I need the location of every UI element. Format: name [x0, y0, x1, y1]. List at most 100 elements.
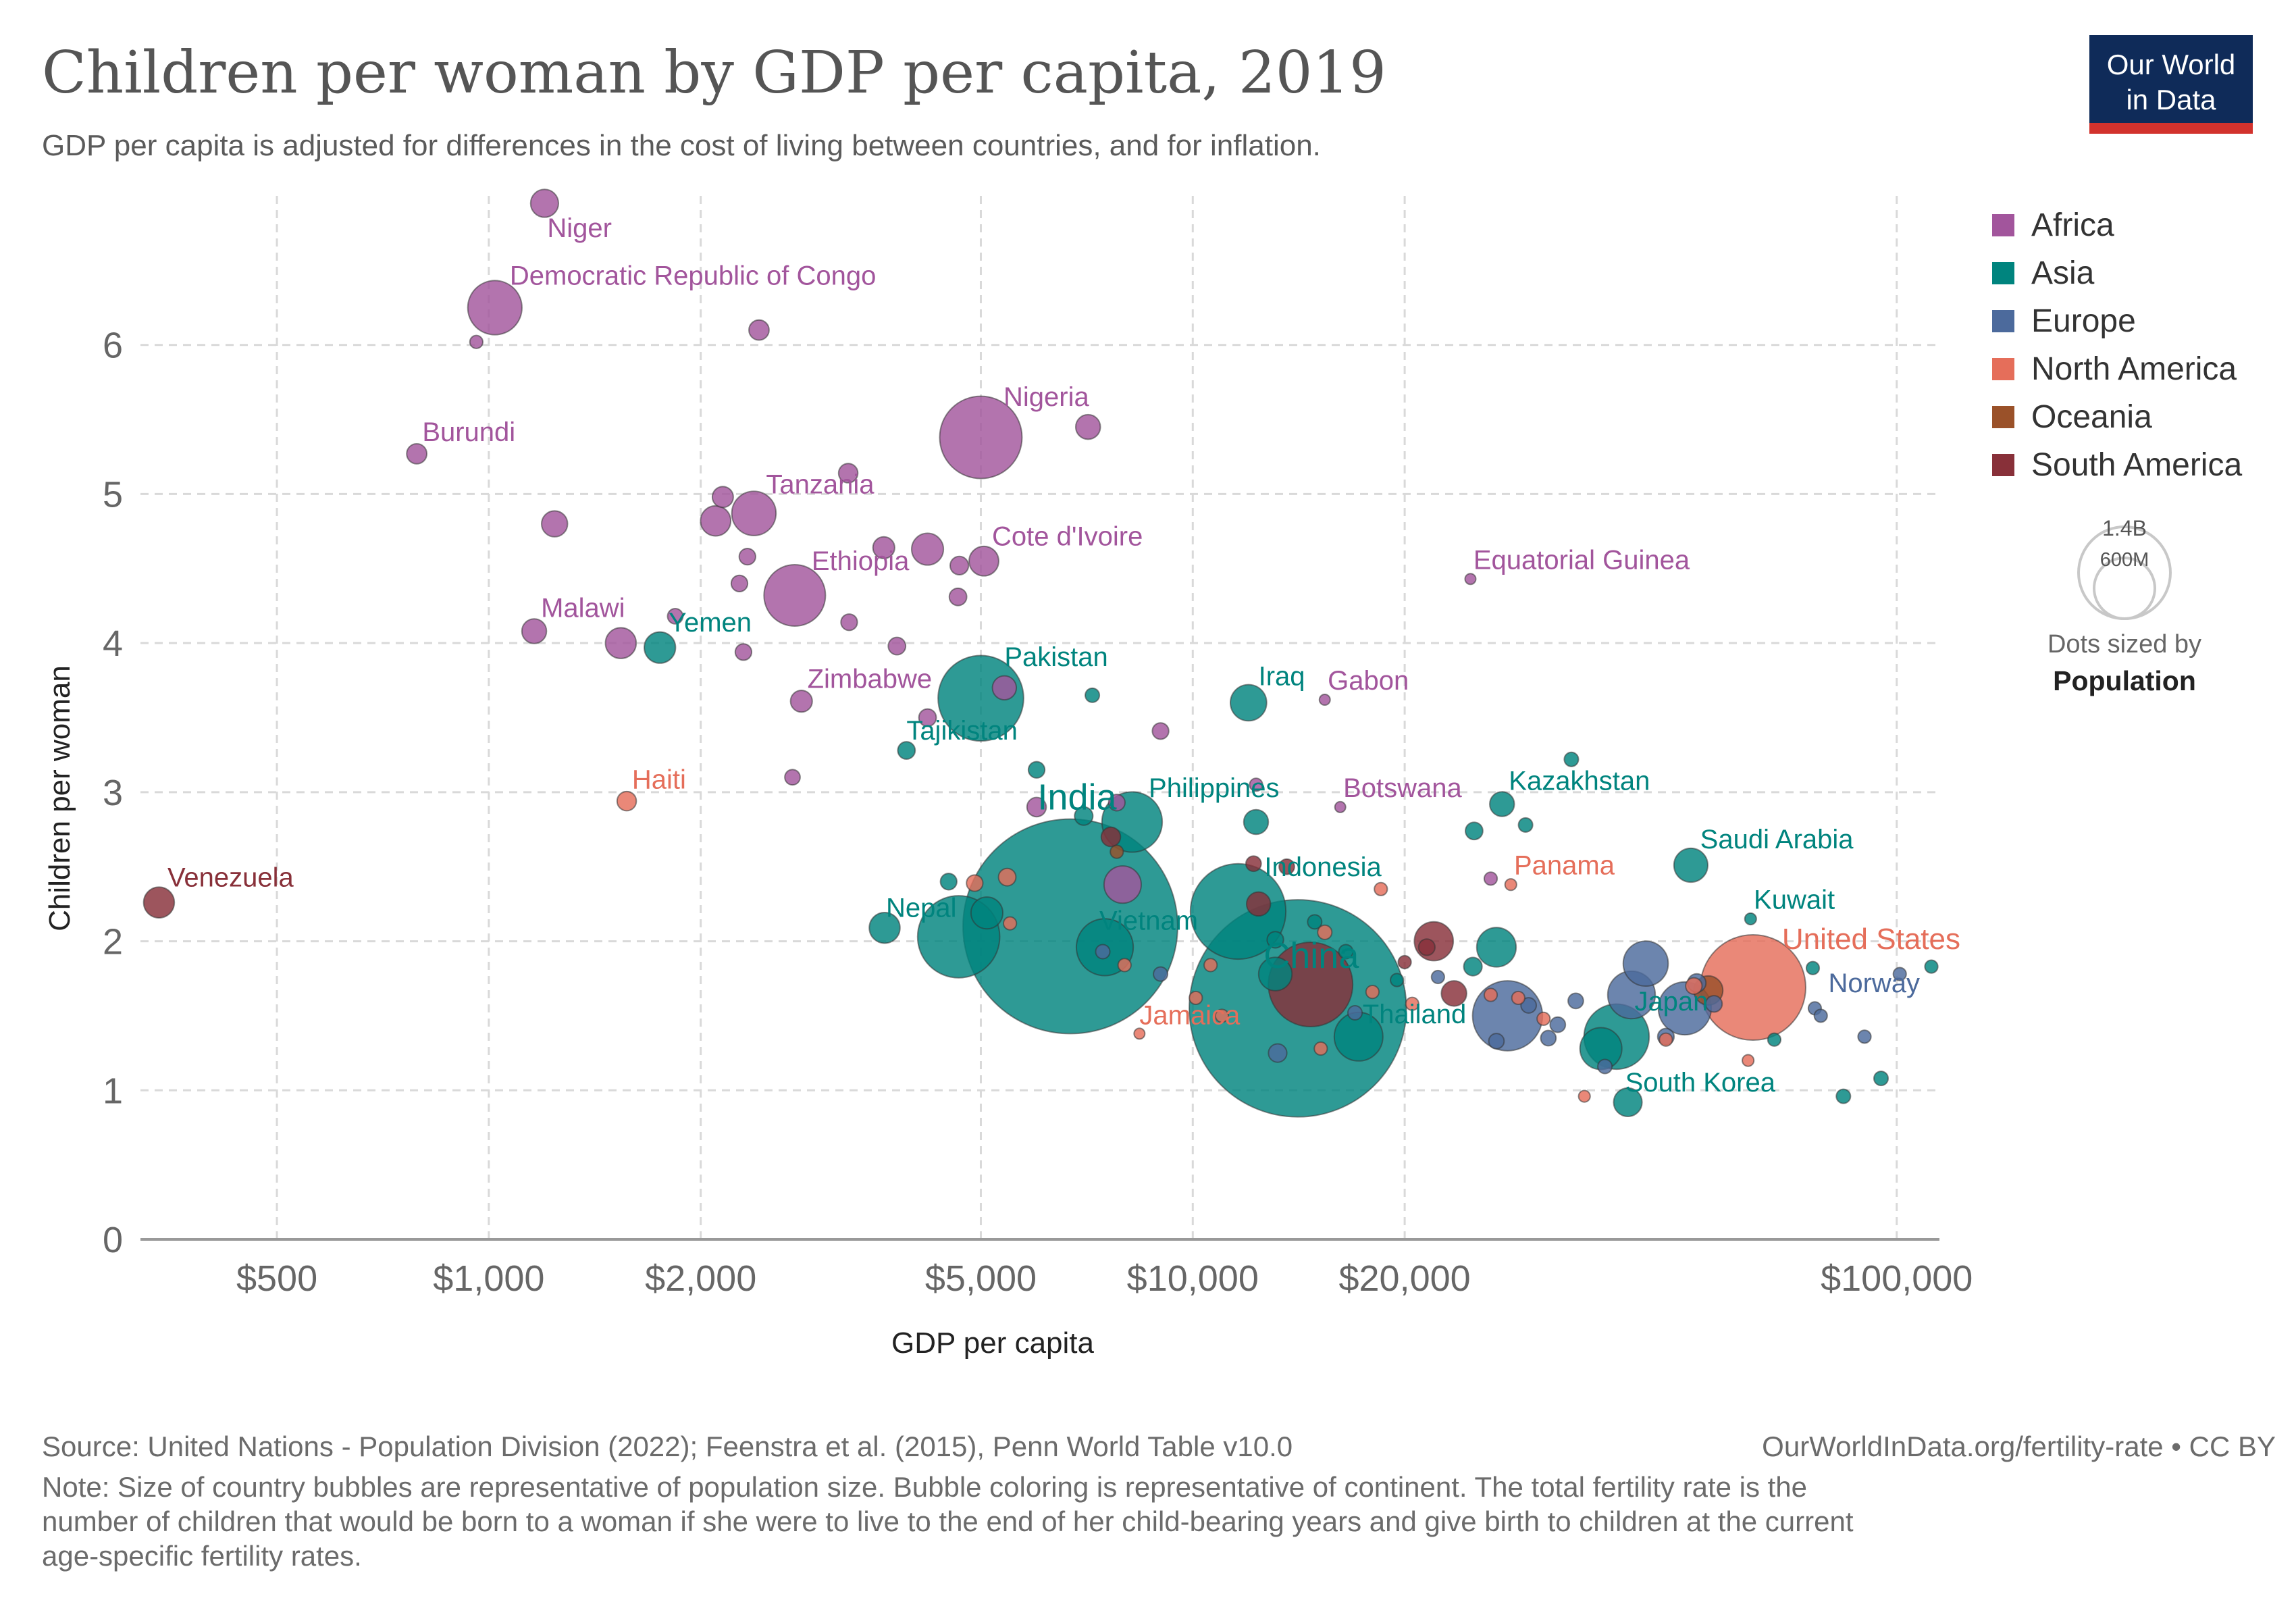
point-africa-19[interactable] — [948, 587, 968, 607]
point-north-america-110[interactable] — [1317, 924, 1333, 940]
point-africa-23[interactable] — [887, 636, 907, 656]
point-africa-9[interactable] — [837, 463, 859, 484]
point-south-korea[interactable] — [1613, 1087, 1643, 1118]
point-north-america-116[interactable] — [1511, 990, 1525, 1006]
point-africa-22[interactable] — [840, 613, 858, 632]
point-ethiopia[interactable] — [763, 564, 827, 627]
point-europe-88[interactable] — [1622, 940, 1669, 987]
point-botswana[interactable] — [1334, 800, 1347, 813]
point-north-america-117[interactable] — [1536, 1011, 1551, 1026]
point-asia-47[interactable] — [1243, 808, 1270, 835]
point-burundi[interactable] — [406, 442, 428, 465]
point-north-america-102[interactable] — [997, 867, 1017, 887]
point-north-america-115[interactable] — [1483, 987, 1498, 1002]
point-north-america-108[interactable] — [1214, 1008, 1230, 1023]
point-europe-78[interactable] — [1153, 966, 1169, 982]
legend-item-africa[interactable]: Africa — [2031, 207, 2114, 243]
point-africa-17[interactable] — [730, 574, 749, 593]
point-europe-79[interactable] — [1095, 944, 1111, 960]
point-south-america-131[interactable] — [1413, 921, 1455, 962]
point-asia-50[interactable] — [1465, 821, 1484, 841]
point-saudi-arabia[interactable] — [1673, 847, 1708, 883]
point-niger[interactable] — [529, 188, 560, 218]
point-africa-13[interactable] — [872, 536, 895, 559]
point-africa-28[interactable] — [991, 675, 1018, 701]
owid-logo[interactable]: Our World in Data — [2089, 35, 2253, 134]
point-south-america-134[interactable] — [1397, 954, 1412, 970]
point-gabon[interactable] — [1318, 694, 1331, 706]
point-europe-85[interactable] — [1549, 1016, 1567, 1033]
point-europe-84[interactable] — [1520, 997, 1538, 1014]
point-africa-38[interactable] — [1249, 777, 1263, 792]
point-africa-14[interactable] — [910, 532, 945, 566]
point-haiti[interactable] — [616, 790, 637, 812]
legend-item-asia[interactable]: Asia — [2031, 255, 2095, 291]
point-equatorial-guinea[interactable] — [1464, 573, 1477, 586]
point-asia-64[interactable] — [1257, 956, 1293, 992]
point-europe-80[interactable] — [1268, 1043, 1288, 1063]
point-north-america-120[interactable] — [1685, 977, 1703, 995]
point-kuwait[interactable] — [1744, 912, 1757, 926]
point-south-america-132[interactable] — [1417, 938, 1436, 956]
point-asia-61[interactable] — [1266, 931, 1284, 949]
point-africa-2[interactable] — [469, 334, 484, 349]
point-oceania-124[interactable] — [1110, 844, 1124, 859]
point-zimbabwe[interactable] — [789, 690, 813, 713]
point-north-america-103[interactable] — [1003, 916, 1018, 931]
point-africa-34[interactable] — [1107, 794, 1126, 812]
point-yemen[interactable] — [644, 631, 677, 664]
point-europe-86[interactable] — [1567, 992, 1584, 1010]
point-north-america-101[interactable] — [966, 874, 984, 892]
source-url[interactable]: OurWorldInData.org/fertility-rate • CC B… — [1762, 1431, 2276, 1462]
point-europe-81[interactable] — [1347, 1004, 1363, 1021]
point-asia-44[interactable] — [1027, 761, 1046, 779]
point-south-america-126[interactable] — [1100, 826, 1122, 848]
point-north-america-111[interactable] — [1365, 984, 1380, 1000]
point-africa-37[interactable] — [1483, 871, 1498, 886]
point-south-america-133[interactable] — [1440, 980, 1467, 1007]
point-iraq[interactable] — [1229, 684, 1268, 722]
point-democratic-republic-of-congo[interactable] — [467, 280, 523, 336]
point-asia-69[interactable] — [1463, 956, 1483, 977]
point-europe-98[interactable] — [1857, 1029, 1872, 1044]
point-north-america-121[interactable] — [1742, 1054, 1755, 1067]
point-north-america-107[interactable] — [1203, 958, 1218, 973]
point-north-america-105[interactable] — [1117, 958, 1132, 973]
point-africa-27[interactable] — [918, 708, 937, 727]
point-panama[interactable] — [1504, 878, 1517, 892]
point-indonesia[interactable] — [1189, 863, 1287, 960]
point-north-america-112[interactable] — [1374, 881, 1388, 896]
point-europe-95[interactable] — [1540, 1029, 1557, 1047]
point-north-america-109[interactable] — [1313, 1041, 1328, 1056]
point-kazakhstan[interactable] — [1489, 791, 1515, 817]
point-africa-3[interactable] — [748, 319, 770, 341]
point-south-america-129[interactable] — [1245, 891, 1272, 917]
point-south-america-127[interactable] — [1245, 855, 1262, 873]
point-africa-25[interactable] — [667, 608, 684, 625]
point-tanzania[interactable] — [731, 490, 777, 536]
point-africa-16[interactable] — [949, 555, 970, 575]
point-africa-6[interactable] — [1074, 413, 1101, 440]
point-asia-57[interactable] — [939, 873, 958, 891]
point-venezuela[interactable] — [142, 886, 176, 919]
point-africa-32[interactable] — [784, 769, 801, 786]
point-africa-21[interactable] — [604, 627, 637, 659]
point-asia-62[interactable] — [1307, 914, 1323, 930]
point-asia-46[interactable] — [1074, 806, 1094, 826]
point-europe-94[interactable] — [1488, 1033, 1505, 1050]
point-nepal[interactable] — [868, 911, 901, 944]
point-north-america-106[interactable] — [1189, 990, 1203, 1006]
point-tajikistan[interactable] — [897, 741, 916, 760]
point-africa-33[interactable] — [1026, 796, 1047, 818]
point-asia-65[interactable] — [1338, 944, 1354, 960]
point-africa-36[interactable] — [1103, 865, 1142, 904]
point-europe-93[interactable] — [1597, 1058, 1613, 1075]
point-jamaica[interactable] — [1133, 1027, 1146, 1040]
point-asia-73[interactable] — [1835, 1088, 1852, 1104]
point-europe-91[interactable] — [1704, 995, 1723, 1013]
point-asia-74[interactable] — [1873, 1071, 1889, 1087]
point-nigeria[interactable] — [939, 395, 1023, 480]
legend-item-europe[interactable]: Europe — [2031, 303, 2136, 339]
point-europe-97[interactable] — [1813, 1008, 1828, 1023]
point-north-america-118[interactable] — [1577, 1089, 1591, 1103]
